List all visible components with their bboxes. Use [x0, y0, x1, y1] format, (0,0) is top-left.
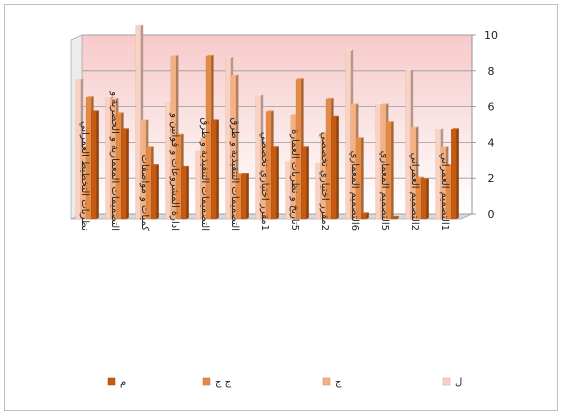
bar — [211, 120, 217, 220]
bar — [151, 165, 157, 220]
bar-side — [156, 164, 159, 219]
y-tick-label: 6 — [488, 101, 495, 114]
y-tick-label: 8 — [488, 65, 495, 78]
chart-svg: 0 2 4 6 8 10 نظريات التخطيط العمراني التصميمات … — [70, 24, 498, 388]
legend-swatch — [322, 377, 331, 386]
bar — [181, 166, 187, 220]
bar-top — [116, 112, 124, 114]
bar-side — [396, 216, 399, 219]
bar — [91, 111, 97, 220]
bar — [361, 213, 367, 220]
bar-top — [230, 74, 239, 76]
bar-side — [456, 128, 459, 219]
bar-top — [410, 126, 419, 128]
bar-top — [211, 119, 219, 121]
bar-top — [405, 69, 414, 71]
bar — [241, 174, 247, 220]
bar-top — [135, 24, 144, 26]
bar-side — [361, 137, 364, 219]
bar-side — [186, 165, 189, 219]
legend-swatch — [202, 377, 211, 386]
bar-top — [140, 119, 149, 121]
y-tick-label: 2 — [488, 172, 495, 185]
bar-top — [225, 56, 234, 58]
y-tick-label: 0 — [488, 208, 495, 221]
bar-side — [126, 128, 129, 219]
bar-side — [216, 119, 219, 219]
category-label: كميات و مواصفات — [139, 154, 150, 231]
category-label: ادارة المشروعات و قوانين و — [169, 112, 180, 231]
bar-top — [110, 97, 119, 100]
bar-top — [391, 216, 399, 218]
bar-side — [246, 173, 249, 219]
bar — [451, 129, 457, 220]
bar-top — [421, 178, 429, 180]
legend-label: ج ج — [215, 377, 232, 388]
bar-top — [386, 121, 394, 123]
bar-top — [271, 146, 279, 148]
bar-top — [440, 146, 449, 148]
bar-side — [426, 178, 429, 219]
category-label: التصميمات المعمارية و الحضرية و — [109, 90, 120, 231]
category-label: 1التصميم العمراني — [439, 153, 450, 231]
bar-top — [151, 164, 159, 166]
category-label: 6التصميم المعماري — [349, 151, 360, 231]
bar-top — [91, 110, 99, 112]
bar — [301, 147, 307, 220]
y-tick-label: 10 — [484, 29, 498, 42]
bar-top — [255, 94, 264, 96]
category-label: نظريات التخطيط العمراني — [79, 121, 90, 231]
legend-label: ل — [455, 377, 462, 388]
bar-top — [241, 173, 249, 175]
bar-top — [350, 103, 359, 105]
bar-top — [121, 128, 129, 130]
category-label: 1مقرر اختياري تخصصي — [259, 132, 270, 231]
bar-top — [331, 115, 339, 117]
bar-top — [326, 97, 334, 100]
y-tick-label: 4 — [488, 136, 495, 149]
bar-top — [105, 96, 114, 98]
category-label: 2مقرر اختياري تخصصي — [319, 132, 330, 231]
bar — [121, 129, 127, 220]
bar-side — [366, 212, 369, 219]
bar-top — [176, 133, 184, 135]
bar-top — [236, 173, 244, 175]
bar-top — [181, 165, 189, 168]
bar-side — [336, 115, 339, 219]
category-label: التصميمات التنفيذية و طرق — [199, 118, 210, 232]
legend-label: ج — [335, 377, 342, 388]
legend-label: م — [120, 377, 126, 388]
bar-top — [296, 78, 304, 80]
bar-top — [356, 137, 364, 139]
bar-top — [361, 212, 369, 214]
bar-top — [345, 49, 354, 51]
bar-side — [96, 110, 99, 219]
bar-top — [301, 146, 309, 148]
bar — [391, 217, 397, 220]
bar — [421, 179, 427, 220]
category-label: التصميمات التنفيذية و طرق — [229, 118, 240, 232]
bar-top — [266, 110, 274, 112]
bar-top — [451, 128, 459, 130]
legend-swatch — [107, 377, 116, 386]
category-label: 5تاريخ و نظريات العمارة — [289, 129, 300, 231]
bar-top — [380, 103, 389, 105]
chart-frame: 0 2 4 6 8 10 نظريات التخطيط العمراني التصميمات … — [4, 4, 558, 411]
bar-top — [146, 146, 154, 148]
bar-side — [306, 146, 309, 219]
bar-top — [416, 176, 424, 178]
bar-top — [75, 78, 84, 80]
legend-swatch — [442, 377, 451, 386]
bar-top — [170, 54, 179, 57]
bar-top — [86, 96, 94, 98]
bar-side — [391, 121, 394, 219]
bar-side — [276, 146, 279, 219]
bar-top — [375, 103, 384, 105]
category-label: 5التصميم المعماري — [379, 151, 390, 231]
bar-top — [206, 54, 214, 57]
bar — [331, 116, 337, 220]
category-label: 2التصميم العمراني — [409, 153, 420, 231]
bar — [271, 147, 277, 220]
bar-top — [435, 128, 444, 130]
